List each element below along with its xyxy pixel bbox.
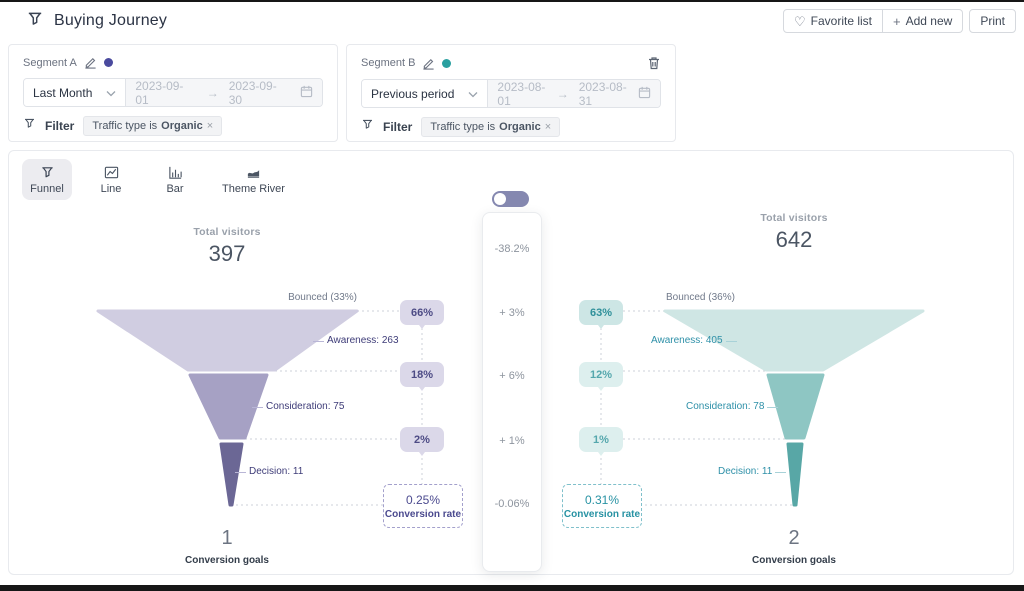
conversion-goals-b: 2 Conversion goals [752,527,836,566]
stage-label-decision-b: Decision: 11 [718,466,787,477]
diff-conversion: -0.06% [494,498,530,510]
segment-a-name: Segment A [23,56,77,69]
stage-label-consideration-b: Consideration: 78 [686,401,779,412]
date-start: 2023-08-01 [497,79,546,108]
edit-icon[interactable] [422,57,435,70]
funnel-a-stage-decision[interactable] [219,442,244,507]
total-visitors-a-value: 397 [208,241,246,266]
segment-b-filter-tag[interactable]: Traffic type is Organic × [421,117,561,137]
stage-label-awareness-b: Awareness: 405 [651,335,736,346]
stage-label-consideration-a: Consideration: 75 [251,401,345,412]
segment-b-date-range[interactable]: 2023-08-01 → 2023-08-31 [488,80,660,107]
segment-a-filter-tag[interactable]: Traffic type is Organic × [83,116,223,136]
heart-icon: ♡ [794,13,806,29]
funnel-icon [26,10,44,33]
page-title: Buying Journey [54,12,168,29]
date-end: 2023-08-31 [578,79,627,108]
arrow-icon: → [556,86,569,101]
segment-b-period-control: Previous period 2023-08-01 → 2023-08-31 [361,79,661,108]
arrow-icon: → [206,85,219,100]
chevron-down-icon [468,87,478,101]
filter-funnel-icon [361,118,374,136]
date-end: 2023-09-30 [228,78,277,107]
total-visitors-a: Total visitors 397 [152,226,302,267]
plus-icon: + [893,13,901,29]
header-button-group: ♡ Favorite list + Add new [783,9,964,33]
segment-b-card: Segment B Previous period 2023- [346,44,676,142]
window-top-edge [0,0,1024,2]
tab-funnel[interactable]: Funnel [22,159,72,200]
add-new-button[interactable]: + Add new [883,9,964,33]
conversion-goals-a: 1 Conversion goals [185,527,269,566]
funnel-chart-icon [40,165,55,180]
stage-label-awareness-a: Awareness: 263 [313,335,399,346]
diff-consideration: + 6% [499,370,525,382]
diff-awareness: + 3% [499,307,525,319]
pct-badge-b-awareness: 63% [579,300,623,325]
diff-total: -38.2% [494,243,530,255]
funnel-b-stage-decision[interactable] [786,442,804,507]
stage-label-decision-a: Decision: 11 [234,466,304,477]
funnel-chart-canvas [96,309,925,507]
date-start: 2023-09-01 [135,78,184,107]
pct-badge-b-decision: 1% [579,427,623,452]
close-icon[interactable]: × [206,120,214,132]
theme-river-icon [246,165,261,180]
funnel-a-stage-awareness[interactable] [96,309,359,372]
funnel-b-stage-awareness[interactable] [663,309,925,372]
filter-label: Filter [383,120,413,134]
conversion-rate-box-a: 0.25% Conversion rate [383,484,463,528]
bounced-label-a: Bounced (33%) [288,292,357,303]
print-button[interactable]: Print [969,9,1016,33]
total-visitors-b: Total visitors 642 [719,212,869,253]
favorite-list-button[interactable]: ♡ Favorite list [783,9,884,33]
pct-badge-a-consideration: 18% [400,362,444,387]
segment-a-color-dot [103,58,113,67]
tab-bar[interactable]: Bar [150,159,200,200]
trash-icon[interactable] [647,56,661,70]
funnel-b-stage-consideration[interactable] [766,373,825,440]
toggle-knob [494,193,506,205]
tab-theme-river[interactable]: Theme River [214,159,293,200]
pct-badge-b-consideration: 12% [579,362,623,387]
pct-badge-a-awareness: 66% [400,300,444,325]
segment-a-date-range[interactable]: 2023-09-01 → 2023-09-30 [126,79,322,106]
filter-label: Filter [45,119,75,133]
edit-icon[interactable] [84,56,97,69]
window-bottom-edge [0,585,1024,591]
chart-type-tabs: Funnel Line Bar [22,159,293,200]
segment-a-period-control: Last Month 2023-09-01 → 2023-09-30 [23,78,323,107]
bar-chart-icon [168,165,183,180]
segment-b-period-select[interactable]: Previous period [362,80,489,107]
chevron-down-icon [106,86,116,100]
tab-line[interactable]: Line [86,159,136,200]
segment-a-card: Segment A Last Month 2023-09-01 → 2023-0… [8,44,338,142]
pct-badge-a-decision: 2% [400,427,444,452]
segment-b-color-dot [442,58,452,68]
funnel-a-stage-consideration[interactable] [188,373,269,440]
calendar-icon [300,85,313,101]
diff-decision: + 1% [499,435,525,447]
conversion-rate-box-b: 0.31% Conversion rate [562,484,642,528]
segment-a-period-select[interactable]: Last Month [24,79,127,106]
close-icon[interactable]: × [544,121,552,133]
comparison-diff-card: -38.2% + 3% + 6% + 1% -0.06% [482,212,542,572]
segment-b-name: Segment B [361,57,416,69]
bounced-label-b: Bounced (36%) [666,292,735,303]
filter-funnel-icon [23,117,36,135]
calendar-icon [638,86,651,102]
total-visitors-b-value: 642 [775,227,813,252]
line-chart-icon [104,165,119,180]
page-header: Buying Journey ♡ Favorite list + Add new… [0,2,1024,40]
compare-toggle[interactable] [492,191,529,207]
